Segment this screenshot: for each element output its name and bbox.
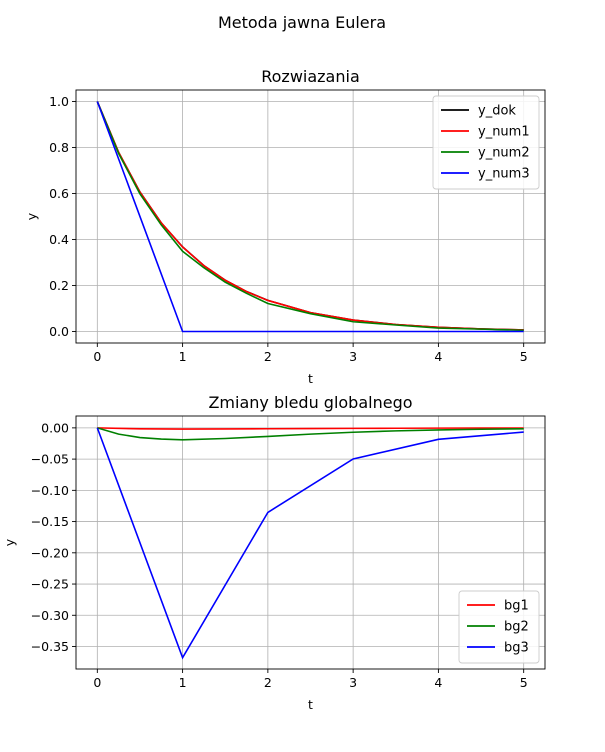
y-tick-label: −0.30 bbox=[31, 608, 69, 623]
y-tick-label: −0.10 bbox=[31, 483, 69, 498]
x-tick-label: 4 bbox=[434, 349, 442, 364]
chart-title: Zmiany bledu globalnego bbox=[208, 393, 412, 412]
y-tick-label: 0.0 bbox=[49, 324, 69, 339]
x-tick-label: 3 bbox=[349, 675, 357, 690]
legend-label-y_num1: y_num1 bbox=[478, 125, 530, 140]
legend-label-bg2: bg2 bbox=[504, 620, 529, 635]
legend-label-y_num3: y_num3 bbox=[478, 167, 530, 182]
x-tick-label: 5 bbox=[520, 675, 528, 690]
y-axis-label: y bbox=[24, 212, 39, 220]
y-tick-label: −0.20 bbox=[31, 545, 69, 560]
y-tick-label: −0.35 bbox=[31, 639, 69, 654]
y-tick-label: −0.15 bbox=[31, 514, 69, 529]
chart-panel-1: Rozwiazania 0 1 2 3 4 5 0.0 0.2 0.4 0.6 0.8 1.0 t y y_d… bbox=[24, 67, 546, 386]
legend: bg1 bg2 bg3 bbox=[458, 590, 540, 664]
legend-label-y_dok: y_dok bbox=[478, 104, 516, 119]
x-tick-label: 4 bbox=[434, 675, 442, 690]
y-tick-label: −0.05 bbox=[31, 452, 69, 467]
x-tick-label: 3 bbox=[349, 349, 357, 364]
legend-label-y_num2: y_num2 bbox=[478, 146, 530, 161]
figure-suptitle: Metoda jawna Eulera bbox=[218, 13, 386, 32]
y-tick-label: 0.2 bbox=[49, 278, 69, 293]
y-tick-label: 0.8 bbox=[49, 140, 69, 155]
x-tick-label: 0 bbox=[93, 675, 101, 690]
axes-frame bbox=[75, 89, 546, 344]
legend-box bbox=[432, 95, 540, 190]
y-tick-label: −0.25 bbox=[31, 577, 69, 592]
x-tick-label: 1 bbox=[179, 675, 187, 690]
y-tick-label: 0.4 bbox=[49, 232, 69, 247]
series-line-bg3 bbox=[96, 427, 524, 660]
series-line-bg1 bbox=[97, 427, 524, 430]
y-tick-label: 1.0 bbox=[49, 94, 69, 109]
legend: y_dok y_num1 y_num2 y_num3 bbox=[432, 95, 540, 190]
series-line-bg2 bbox=[97, 427, 524, 441]
y-tick-label: 0.00 bbox=[41, 420, 69, 435]
chart-panel-2: Zmiany bledu globalnego 0 1 2 3 4 5 0.00 −0.05 −0… bbox=[2, 393, 546, 712]
series-line-y_num2 bbox=[96, 101, 524, 332]
x-axis-label: t bbox=[308, 371, 313, 386]
y-tick-label: 0.6 bbox=[49, 186, 69, 201]
y-axis-label: y bbox=[2, 538, 17, 546]
legend-box bbox=[458, 590, 540, 664]
legend-label-bg3: bg3 bbox=[504, 641, 529, 656]
x-tick-label: 5 bbox=[520, 349, 528, 364]
legend-label-bg1: bg1 bbox=[504, 599, 529, 614]
x-tick-label: 0 bbox=[93, 349, 101, 364]
x-tick-label: 2 bbox=[264, 349, 272, 364]
x-tick-label: 1 bbox=[179, 349, 187, 364]
axes-frame bbox=[75, 415, 546, 670]
series-line-y_num3 bbox=[96, 101, 524, 333]
x-axis-label: t bbox=[308, 697, 313, 712]
x-tick-label: 2 bbox=[264, 675, 272, 690]
chart-title: Rozwiazania bbox=[261, 67, 360, 86]
